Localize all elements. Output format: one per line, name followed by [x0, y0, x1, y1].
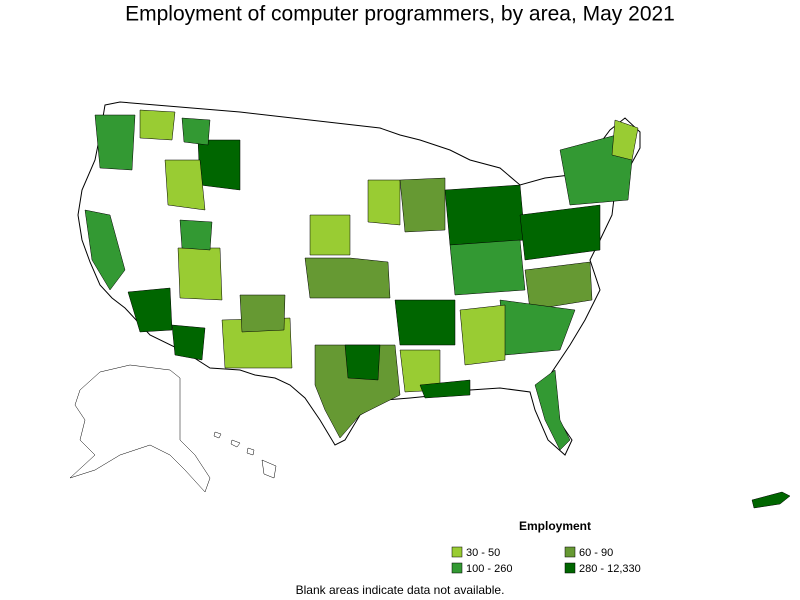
legend-label: 280 - 12,330 — [579, 563, 641, 575]
area — [611, 119, 639, 161]
footnote: Blank areas indicate data not available. — [296, 583, 505, 597]
area — [444, 184, 526, 246]
legend-swatch — [564, 546, 576, 558]
area — [519, 204, 601, 261]
area — [239, 294, 286, 333]
puerto-rico — [751, 491, 791, 509]
area — [304, 257, 391, 299]
legend-label: 30 - 50 — [466, 547, 500, 559]
area — [94, 114, 136, 171]
map-title: Employment of computer programmers, by a… — [125, 3, 675, 26]
legend: 30 - 50 60 - 90 100 - 260 280 - 12,330 — [451, 546, 641, 575]
legend-swatch — [564, 562, 576, 574]
area — [181, 117, 211, 146]
legend-label: 60 - 90 — [579, 547, 613, 559]
area — [344, 344, 381, 381]
area — [367, 179, 401, 226]
area — [449, 239, 526, 296]
alaska — [69, 364, 211, 493]
legend-swatch — [451, 546, 463, 558]
area — [177, 247, 223, 301]
area — [84, 209, 126, 291]
legend-label: 100 - 260 — [466, 563, 512, 575]
legend-swatch — [451, 562, 463, 574]
area — [164, 159, 206, 211]
area — [139, 109, 176, 141]
area-patches — [84, 109, 639, 451]
hawaii — [213, 431, 277, 479]
legend-title: Employment — [519, 519, 591, 533]
area — [309, 214, 351, 256]
area — [534, 369, 571, 451]
area — [419, 379, 471, 399]
area — [197, 139, 241, 191]
area — [171, 324, 206, 361]
area — [459, 304, 506, 366]
area — [524, 261, 593, 311]
area — [394, 299, 456, 346]
area — [127, 287, 173, 333]
area — [179, 219, 213, 251]
area — [399, 177, 446, 233]
